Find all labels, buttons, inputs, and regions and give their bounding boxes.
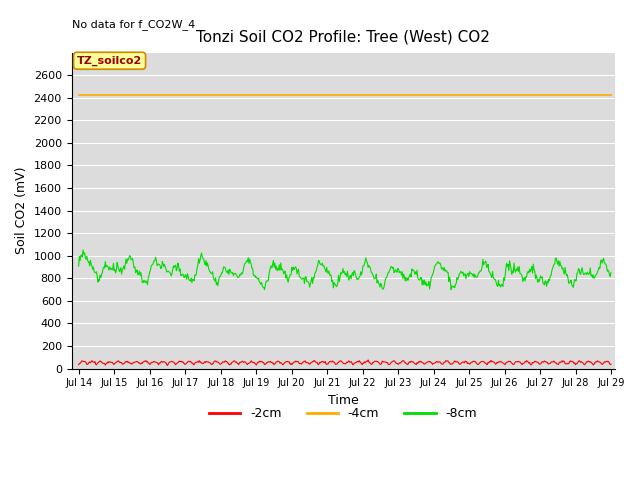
X-axis label: Time: Time [328, 394, 358, 407]
Title: Tonzi Soil CO2 Profile: Tree (West) CO2: Tonzi Soil CO2 Profile: Tree (West) CO2 [196, 29, 490, 45]
Text: No data for f_CO2W_4: No data for f_CO2W_4 [72, 19, 195, 30]
Legend: -2cm, -4cm, -8cm: -2cm, -4cm, -8cm [204, 402, 482, 425]
Text: TZ_soilco2: TZ_soilco2 [77, 56, 142, 66]
Y-axis label: Soil CO2 (mV): Soil CO2 (mV) [15, 167, 28, 254]
